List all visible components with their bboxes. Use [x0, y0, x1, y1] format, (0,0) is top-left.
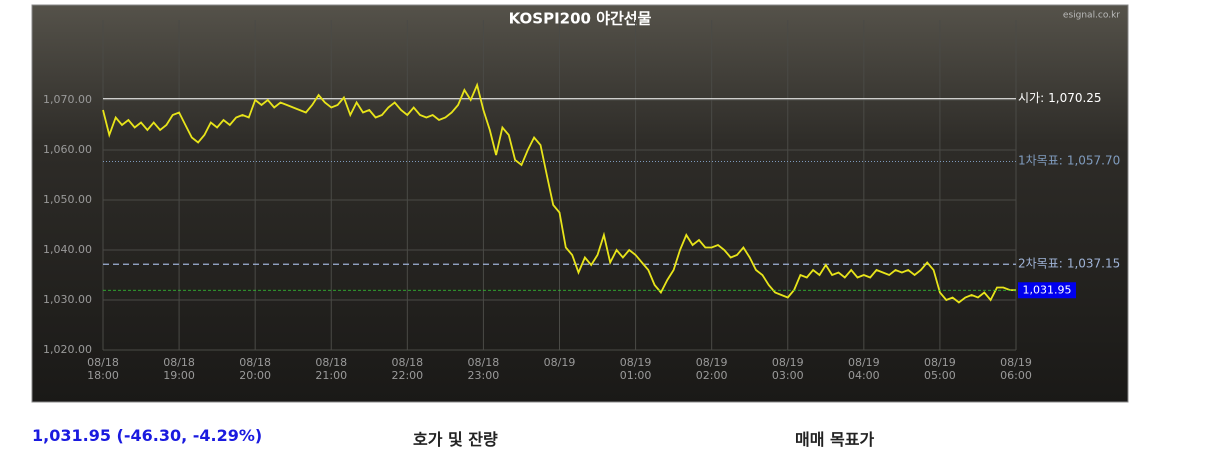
source: esignal.co.kr — [1063, 11, 1120, 21]
y-tick-label: 1,030.00 — [43, 293, 92, 306]
y-tick-label: 1,020.00 — [43, 343, 92, 356]
x-tick-label: 08/18 19:00 — [163, 356, 195, 382]
chart-panel — [31, 4, 1129, 403]
price-line — [102, 82, 1017, 304]
y-tick-label: 1,050.00 — [43, 193, 92, 206]
x-tick-label: 08/19 02:00 — [695, 356, 728, 382]
quote: 1,031.95 (-46.30, -4.29%) — [32, 426, 263, 445]
reference-value: 1,037.15 — [1067, 256, 1120, 270]
current-label: 1,031.95 — [1023, 283, 1072, 296]
reference-name: 1차목표: — [1018, 153, 1063, 167]
x-tick-label: 08/18 20:00 — [239, 356, 271, 382]
reference-name: 시가: — [1018, 90, 1044, 104]
x-tick-label: 08/19 01:00 — [619, 356, 652, 382]
orderbook-heading: 호가 및 잔량 — [413, 430, 498, 449]
x-tick-label: 08/19 05:00 — [924, 356, 956, 382]
y-tick-label: 1,040.00 — [43, 243, 92, 256]
x-tick-label: 08/18 18:00 — [87, 356, 119, 382]
y-tick-label: 1,060.00 — [43, 143, 92, 156]
targets-heading: 매매 목표가 — [795, 430, 875, 449]
reference-label: 시가: 1,070.25 — [1018, 90, 1102, 104]
x-tick-label: 08/19 06:00 — [1000, 356, 1032, 382]
x-tick-label: 08/19 03:00 — [771, 356, 804, 382]
chart-title: KOSPI200 야간선물 — [509, 10, 652, 28]
reference-value: 1,057.70 — [1067, 153, 1120, 167]
x-tick-label: 08/18 21:00 — [315, 356, 348, 382]
reference-value: 1,070.25 — [1048, 90, 1101, 104]
x-tick-label: 08/18 23:00 — [467, 356, 500, 382]
reference-name: 2차목표: — [1018, 256, 1063, 270]
reference-label: 2차목표: 1,037.15 — [1018, 256, 1120, 270]
y-tick-label: 1,070.00 — [43, 93, 92, 106]
chart: KOSPI200 야간선물 esignal.co.kr 1,020.00 1,03… — [31, 4, 1129, 403]
x-tick-label: 08/18 22:00 — [391, 356, 424, 382]
reference-label: 1차목표: 1,057.70 — [1018, 153, 1120, 167]
current-box — [1018, 282, 1076, 299]
x-tick-label: 08/19 04:00 — [847, 356, 880, 382]
x-tick-label: 08/19 — [543, 356, 576, 369]
